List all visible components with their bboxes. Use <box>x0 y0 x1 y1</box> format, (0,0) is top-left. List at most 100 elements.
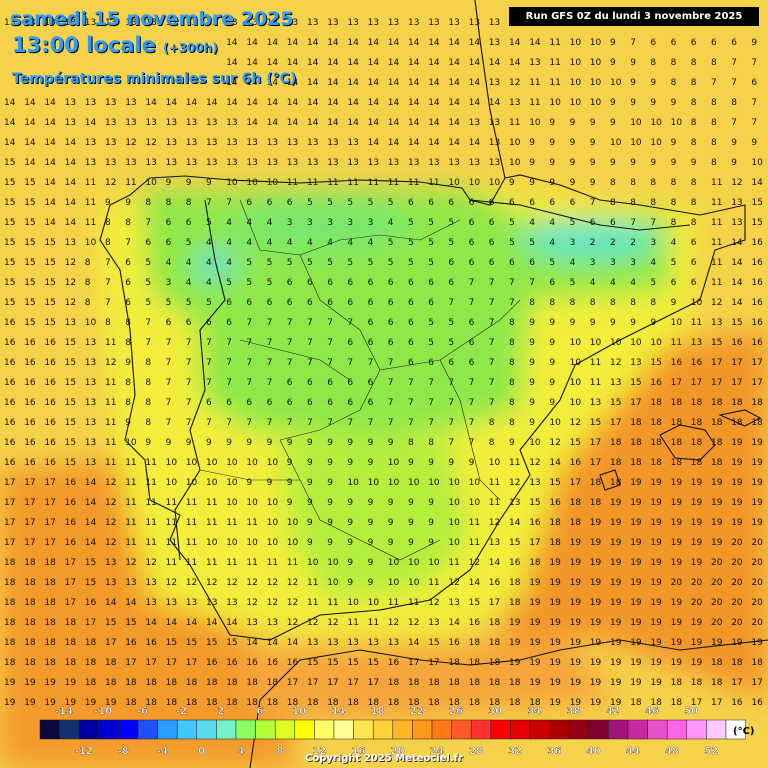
grid-value: 4 <box>650 258 656 268</box>
grid-value: 11 <box>125 458 136 468</box>
grid-value: 9 <box>287 458 293 468</box>
legend-top-label: -6 <box>137 706 148 717</box>
grid-value: 18 <box>489 638 501 648</box>
grid-value: 20 <box>751 578 763 588</box>
grid-value: 7 <box>206 358 212 368</box>
grid-value: 10 <box>206 538 218 548</box>
grid-value: 16 <box>650 378 662 388</box>
grid-value: 9 <box>529 338 535 348</box>
grid-value: 16 <box>24 398 36 408</box>
grid-value: 7 <box>469 418 475 428</box>
grid-value: 4 <box>287 238 293 248</box>
grid-value: 14 <box>85 518 97 528</box>
grid-value: 13 <box>630 358 641 368</box>
grid-value: 8 <box>509 338 515 348</box>
grid-value: 6 <box>408 298 414 308</box>
grid-value: 14 <box>327 38 339 48</box>
grid-value: 17 <box>731 378 742 388</box>
grid-value: 15 <box>44 278 55 288</box>
grid-value: 15 <box>610 398 621 408</box>
grid-value: 19 <box>590 658 602 668</box>
legend-top-label: -14 <box>55 706 73 717</box>
grid-value: 18 <box>711 418 723 428</box>
grid-value: 9 <box>650 318 656 328</box>
grid-value: 19 <box>630 598 642 608</box>
grid-value: 8 <box>671 58 677 68</box>
grid-value: 18 <box>711 458 723 468</box>
grid-value: 12 <box>105 538 116 548</box>
grid-value: 17 <box>44 478 55 488</box>
grid-value: 7 <box>469 378 475 388</box>
legend-bottom-label: 52 <box>704 746 718 757</box>
grid-value: 7 <box>105 298 111 308</box>
grid-value: 19 <box>549 638 561 648</box>
grid-value: 18 <box>206 698 218 708</box>
grid-value: 15 <box>368 658 379 668</box>
grid-value: 5 <box>428 258 434 268</box>
grid-value: 14 <box>226 78 238 88</box>
legend-swatch <box>98 719 119 740</box>
grid-value: 14 <box>347 78 359 88</box>
grid-value: 15 <box>65 458 76 468</box>
grid-value: 7 <box>287 318 293 328</box>
grid-value: 13 <box>186 138 197 148</box>
grid-value: 15 <box>630 378 641 388</box>
grid-value: 12 <box>529 458 540 468</box>
grid-value: 6 <box>408 338 414 348</box>
grid-value: 9 <box>347 498 353 508</box>
grid-value: 8 <box>105 318 111 328</box>
grid-value: 8 <box>731 98 737 108</box>
grid-value: 7 <box>489 278 495 288</box>
grid-value: 19 <box>671 498 683 508</box>
grid-value: 19 <box>650 578 662 588</box>
grid-value: 7 <box>166 418 172 428</box>
grid-value: 20 <box>691 598 703 608</box>
grid-value: 10 <box>246 458 258 468</box>
grid-value: 7 <box>368 358 374 368</box>
grid-value: 8 <box>711 138 717 148</box>
grid-value: 6 <box>206 318 212 328</box>
grid-value: 20 <box>691 578 703 588</box>
grid-value: 15 <box>24 218 35 228</box>
grid-value: 14 <box>408 38 420 48</box>
grid-value: 5 <box>509 218 515 228</box>
grid-value: 15 <box>24 198 35 208</box>
grid-value: 11 <box>145 478 156 488</box>
grid-value: 8 <box>85 298 91 308</box>
grid-value: 14 <box>368 58 380 68</box>
grid-value: 18 <box>246 678 258 688</box>
grid-value: 5 <box>408 238 414 248</box>
legend-swatch <box>157 719 178 740</box>
grid-value: 15 <box>731 318 742 328</box>
grid-value: 10 <box>469 478 481 488</box>
grid-value: 19 <box>4 698 16 708</box>
grid-value: 11 <box>448 558 459 568</box>
warm-zone-mediterranean <box>500 330 768 700</box>
grid-value: 19 <box>509 618 521 628</box>
grid-value: 10 <box>145 178 157 188</box>
grid-value: 10 <box>570 38 582 48</box>
grid-value: 18 <box>691 398 703 408</box>
grid-value: 9 <box>590 138 596 148</box>
grid-value: 10 <box>590 98 602 108</box>
grid-value: 5 <box>246 278 252 288</box>
grid-value: 14 <box>65 178 77 188</box>
legend-swatch <box>627 719 648 740</box>
grid-value: 18 <box>610 458 622 468</box>
grid-value: 5 <box>327 258 333 268</box>
legend-top-label: -10 <box>94 706 112 717</box>
grid-value: 14 <box>44 198 56 208</box>
grid-value: 18 <box>448 658 460 668</box>
grid-value: 17 <box>691 698 702 708</box>
grid-value: 10 <box>549 98 561 108</box>
grid-value: 11 <box>85 218 96 228</box>
grid-value: 7 <box>751 58 757 68</box>
grid-value: 12 <box>206 578 217 588</box>
grid-value: 13 <box>166 158 177 168</box>
grid-value: 13 <box>529 58 540 68</box>
grid-value: 11 <box>166 498 177 508</box>
grid-value: 6 <box>428 198 434 208</box>
grid-value: 10 <box>570 98 582 108</box>
grid-value: 6 <box>388 338 394 348</box>
grid-value: 20 <box>711 578 723 588</box>
